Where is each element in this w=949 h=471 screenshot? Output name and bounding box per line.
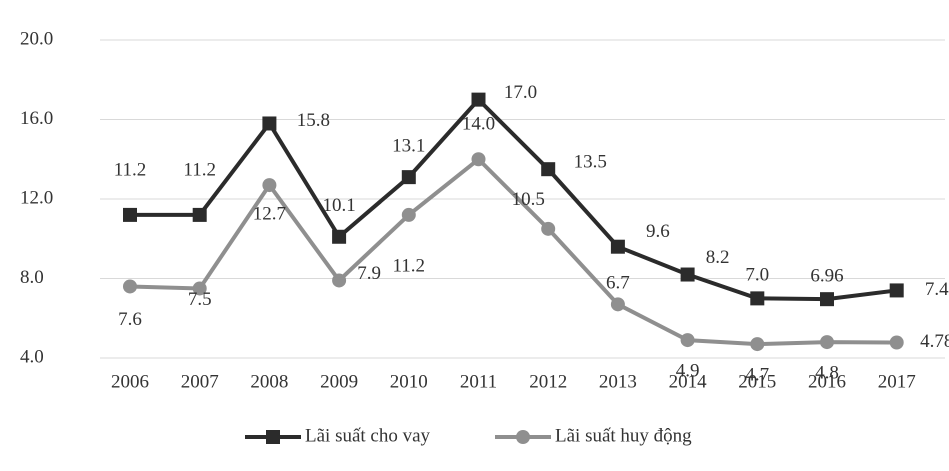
marker	[820, 335, 834, 350]
marker	[680, 267, 695, 282]
marker	[262, 116, 277, 131]
data-label: 8.2	[706, 247, 730, 268]
x-tick-label: 2010	[390, 371, 428, 392]
x-tick-label: 2014	[669, 371, 708, 392]
data-label: 11.2	[114, 159, 147, 180]
data-label: 7.6	[118, 309, 142, 330]
y-tick-label: 8.0	[20, 267, 44, 288]
marker	[889, 335, 904, 350]
legend-label: Lãi suất cho vay	[305, 425, 431, 446]
data-label: 6.7	[606, 273, 630, 294]
data-label: 7.0	[745, 265, 769, 286]
data-label: 17.0	[504, 82, 537, 103]
x-tick-label: 2011	[460, 371, 497, 392]
legend-marker	[516, 430, 530, 444]
x-tick-label: 2009	[320, 371, 358, 392]
marker	[123, 207, 137, 222]
marker	[123, 279, 137, 294]
data-label: 11.2	[183, 159, 216, 180]
data-label: 4.7	[745, 364, 769, 385]
data-label: 12.7	[253, 203, 286, 224]
data-label: 9.6	[646, 221, 670, 242]
data-label: 6.96	[810, 266, 843, 287]
marker	[262, 178, 277, 193]
marker	[680, 333, 695, 348]
x-tick-label: 2015	[738, 371, 776, 392]
x-tick-label: 2007	[181, 371, 219, 392]
data-label: 10.5	[512, 189, 545, 210]
marker	[610, 239, 625, 254]
marker	[192, 207, 207, 222]
data-label: 4.8	[815, 362, 839, 383]
x-tick-label: 2008	[250, 371, 288, 392]
marker	[750, 291, 765, 306]
data-label: 7.9	[357, 263, 381, 284]
line	[129, 156, 897, 347]
marker	[401, 207, 416, 222]
marker	[750, 337, 765, 352]
x-tick-label: 2016	[808, 371, 846, 392]
data-label: 4.78	[920, 331, 949, 352]
marker	[401, 170, 416, 185]
legend-marker	[266, 430, 280, 444]
data-label: 14.0	[462, 114, 495, 135]
data-label: 7.4	[925, 279, 949, 300]
marker	[332, 229, 347, 244]
line	[130, 96, 897, 302]
marker	[820, 292, 834, 307]
y-tick-label: 20.0	[20, 28, 53, 49]
data-label: 4.9	[676, 360, 700, 381]
data-label: 7.5	[188, 289, 212, 310]
data-label: 11.2	[393, 255, 426, 276]
data-label: 13.5	[574, 152, 607, 173]
marker	[192, 281, 207, 296]
marker	[471, 152, 486, 167]
legend-label: Lãi suất huy động	[555, 425, 692, 446]
data-label: 10.1	[322, 195, 355, 216]
x-tick-label: 2017	[878, 371, 916, 392]
y-tick-label: 4.0	[20, 346, 44, 367]
x-tick-label: 2006	[111, 371, 149, 392]
marker	[471, 92, 486, 107]
data-label: 15.8	[297, 110, 330, 131]
x-tick-label: 2012	[529, 371, 567, 392]
marker	[541, 162, 556, 177]
data-label: 13.1	[392, 135, 425, 156]
marker	[889, 283, 904, 298]
marker	[610, 297, 625, 312]
y-tick-label: 12.0	[20, 187, 53, 208]
x-tick-label: 2013	[599, 371, 637, 392]
y-tick-label: 16.0	[20, 108, 53, 129]
marker	[541, 221, 556, 236]
marker	[332, 273, 347, 288]
